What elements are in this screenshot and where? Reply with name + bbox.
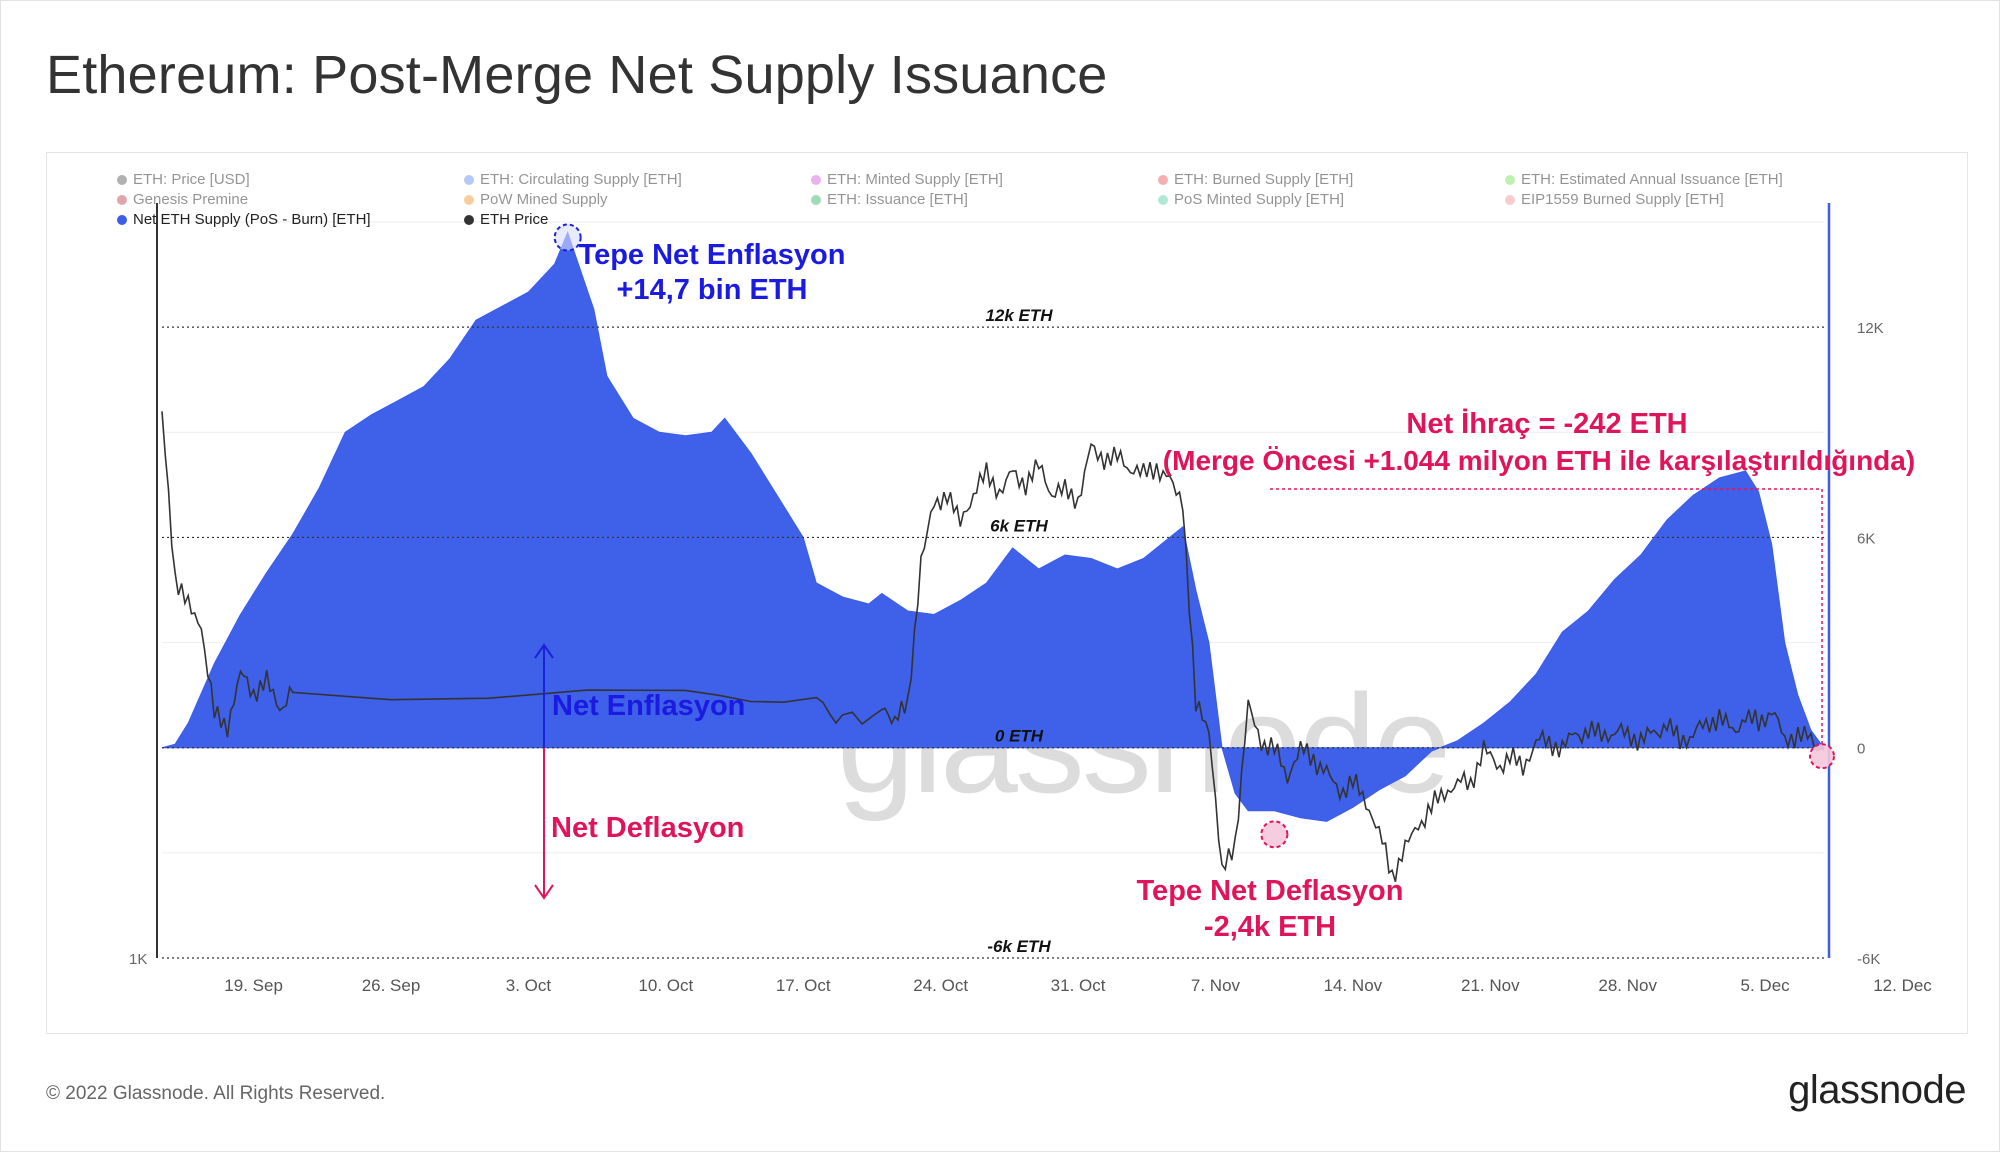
legend-label: ETH: Burned Supply [ETH] bbox=[1174, 171, 1354, 188]
eth-price-line bbox=[161, 411, 1825, 882]
legend-dot-icon bbox=[117, 175, 127, 185]
x-tick-label: 12. Dec bbox=[1873, 976, 1932, 995]
inflation-arrow-head-icon bbox=[534, 643, 554, 659]
y-right-tick-label: -6K bbox=[1857, 951, 1880, 968]
legend-dot-icon bbox=[464, 175, 474, 185]
x-tick-label: 17. Oct bbox=[776, 976, 831, 995]
page-title: Ethereum: Post-Merge Net Supply Issuance bbox=[46, 45, 1108, 105]
net-deflation-label: Net Deflasyon bbox=[551, 812, 744, 844]
legend-item[interactable]: EIP1559 Burned Supply [ETH] bbox=[1505, 191, 1724, 209]
legend-dot-icon bbox=[1158, 195, 1168, 205]
legend-label: PoS Minted Supply [ETH] bbox=[1174, 191, 1345, 208]
peak-deflation-value: -2,4k ETH bbox=[1204, 911, 1336, 943]
y-right-tick-label: 12K bbox=[1857, 320, 1884, 337]
legend-dot-icon bbox=[811, 175, 821, 185]
peak-deflation-title: Tepe Net Deflasyon bbox=[1137, 875, 1404, 907]
legend-item[interactable]: ETH: Price [USD] bbox=[117, 171, 250, 189]
peak-inflation-marker bbox=[553, 223, 582, 252]
legend-label: ETH: Price [USD] bbox=[133, 171, 250, 188]
legend-label: ETH Price bbox=[480, 211, 549, 228]
legend: ETH: Price [USD] ETH: Circulating Supply … bbox=[47, 153, 1967, 233]
x-tick-label: 14. Nov bbox=[1324, 976, 1383, 995]
legend-dot-icon bbox=[1505, 175, 1515, 185]
legend-item[interactable]: PoW Mined Supply bbox=[464, 191, 608, 209]
x-tick-label: 26. Sep bbox=[362, 976, 421, 995]
reference-line-label: 0 ETH bbox=[995, 727, 1044, 746]
net-issuance-marker bbox=[1809, 743, 1835, 770]
x-tick-label: 19. Sep bbox=[224, 976, 283, 995]
legend-item[interactable]: Genesis Premine bbox=[117, 191, 248, 209]
legend-item[interactable]: ETH: Estimated Annual Issuance [ETH] bbox=[1505, 171, 1783, 189]
legend-label: Genesis Premine bbox=[133, 191, 249, 208]
y-right-tick-label: 6K bbox=[1857, 530, 1875, 547]
legend-dot-icon bbox=[1505, 195, 1515, 205]
reference-line-label: 12k ETH bbox=[985, 306, 1053, 325]
legend-item[interactable]: ETH: Circulating Supply [ETH] bbox=[464, 171, 682, 189]
net-inflation-label: Net Enflasyon bbox=[552, 690, 745, 722]
copyright-text: © 2022 Glassnode. All Rights Reserved. bbox=[46, 1083, 386, 1104]
legend-dot-icon bbox=[1158, 175, 1168, 185]
legend-label: ETH: Issuance [ETH] bbox=[827, 191, 968, 208]
peak-inflation-value: +14,7 bin ETH bbox=[617, 274, 808, 306]
legend-label: ETH: Estimated Annual Issuance [ETH] bbox=[1521, 171, 1783, 188]
net-issuance-comparison: (Merge Öncesi +1.044 milyon ETH ile karş… bbox=[1163, 445, 1915, 476]
peak-inflation-title: Tepe Net Enflasyon bbox=[579, 239, 846, 271]
peak-deflation-marker bbox=[1260, 820, 1289, 849]
x-tick-label: 31. Oct bbox=[1051, 976, 1106, 995]
deflation-arrow-head-icon bbox=[534, 884, 554, 900]
x-tick-label: 10. Oct bbox=[638, 976, 693, 995]
legend-label: EIP1559 Burned Supply [ETH] bbox=[1521, 191, 1724, 208]
reference-line-label: 6k ETH bbox=[990, 516, 1048, 535]
x-tick-label: 7. Nov bbox=[1191, 976, 1241, 995]
x-tick-label: 28. Nov bbox=[1598, 976, 1657, 995]
legend-dot-icon bbox=[117, 195, 127, 205]
y-right-tick-label: 0 bbox=[1857, 741, 1865, 758]
x-tick-label: 3. Oct bbox=[506, 976, 552, 995]
y-left-tick-label: 1K bbox=[129, 951, 147, 968]
legend-dot-icon bbox=[811, 195, 821, 205]
net-issuance-leader-line bbox=[1270, 488, 1823, 745]
legend-item[interactable]: ETH Price bbox=[464, 211, 548, 229]
legend-label: ETH: Circulating Supply [ETH] bbox=[480, 171, 682, 188]
chart-svg: 12k ETH 6k ETH 0 ETH -6k ETH 12K 6K 0 -6K 1K 19. … bbox=[129, 203, 1932, 995]
reference-line-label: -6k ETH bbox=[987, 937, 1051, 956]
legend-dot-icon bbox=[464, 215, 474, 225]
legend-label: ETH: Minted Supply [ETH] bbox=[827, 171, 1003, 188]
legend-label: PoW Mined Supply bbox=[480, 191, 608, 208]
brand-logo-text: glassnode bbox=[1788, 1068, 1966, 1112]
legend-label: Net ETH Supply (PoS - Burn) [ETH] bbox=[133, 211, 371, 228]
legend-item[interactable]: ETH: Issuance [ETH] bbox=[811, 191, 968, 209]
net-supply-area bbox=[161, 231, 1825, 822]
x-tick-label: 21. Nov bbox=[1461, 976, 1520, 995]
legend-item[interactable]: ETH: Minted Supply [ETH] bbox=[811, 171, 1003, 189]
x-tick-label: 5. Dec bbox=[1741, 976, 1791, 995]
legend-item[interactable]: ETH: Burned Supply [ETH] bbox=[1158, 171, 1353, 189]
legend-item[interactable]: Net ETH Supply (PoS - Burn) [ETH] bbox=[117, 211, 371, 229]
legend-item[interactable]: PoS Minted Supply [ETH] bbox=[1158, 191, 1344, 209]
legend-dot-icon bbox=[464, 195, 474, 205]
net-issuance-title: Net İhraç = -242 ETH bbox=[1406, 408, 1687, 440]
x-tick-label: 24. Oct bbox=[913, 976, 968, 995]
legend-dot-icon bbox=[117, 215, 127, 225]
